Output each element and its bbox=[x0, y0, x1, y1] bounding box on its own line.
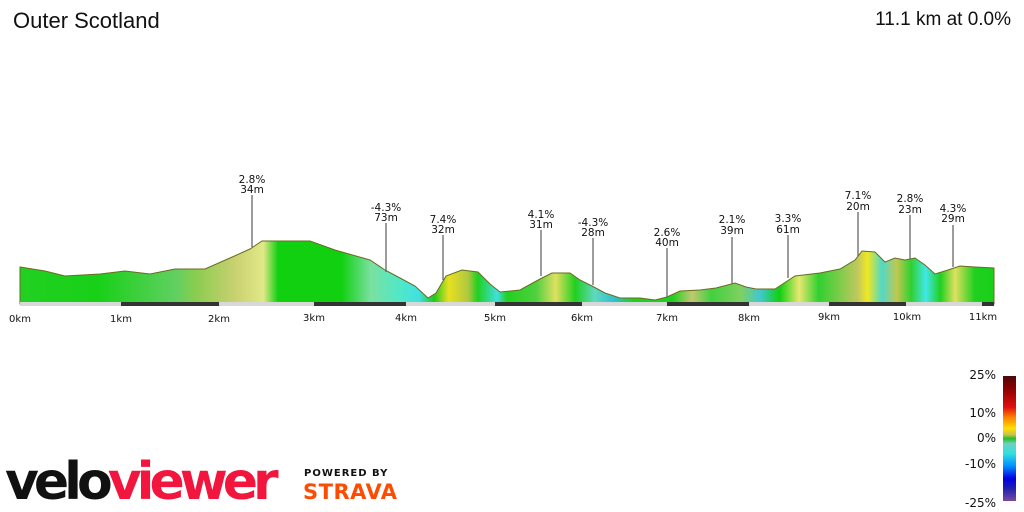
legend-label: 25% bbox=[969, 368, 996, 382]
climb-length: 40m bbox=[655, 237, 679, 249]
x-tick: 7km bbox=[656, 313, 678, 324]
x-tick: 8km bbox=[738, 313, 760, 324]
climb-length: 28m bbox=[581, 227, 605, 239]
climb-length: 32m bbox=[431, 224, 455, 236]
x-axis-ticks: 0km 1km 2km 3km 4km 5km 6km 7km 8km 9km … bbox=[9, 312, 997, 325]
x-tick: 9km bbox=[818, 312, 840, 323]
climb-length: 29m bbox=[941, 213, 965, 225]
climb-annotations bbox=[251, 195, 954, 297]
climb-gradient: 7.1% bbox=[845, 190, 872, 202]
legend-label: 0% bbox=[976, 431, 996, 445]
climb-gradient: 2.6% bbox=[654, 227, 681, 239]
x-tick: 2km bbox=[208, 314, 230, 325]
climb-gradient: -4.3% bbox=[371, 202, 401, 214]
climb-length: 39m bbox=[720, 225, 744, 237]
climb-length: 73m bbox=[374, 212, 398, 224]
elevation-profile-chart: 0km 1km 2km 3km 4km 5km 6km 7km 8km 9km … bbox=[9, 174, 997, 325]
climb-gradient: 2.8% bbox=[897, 193, 924, 205]
x-tick: 3km bbox=[303, 313, 325, 324]
strava-logo: STRAVA bbox=[303, 480, 398, 504]
climb-gradient: -4.3% bbox=[578, 217, 608, 229]
x-tick: 5km bbox=[484, 313, 506, 324]
climb-labels: 2.8% 34m -4.3% 73m 7.4% 32m 4.1% 31m -4.… bbox=[239, 174, 967, 249]
climb-gradient: 4.3% bbox=[940, 203, 967, 215]
climb-length: 61m bbox=[776, 224, 800, 236]
x-tick: 0km bbox=[9, 314, 31, 325]
climb-gradient: 2.1% bbox=[719, 214, 746, 226]
legend-label: -10% bbox=[964, 457, 996, 471]
x-tick: 1km bbox=[110, 314, 132, 325]
logo-velo: velo bbox=[5, 452, 113, 512]
x-tick: 10km bbox=[893, 312, 921, 323]
legend-label: 10% bbox=[969, 406, 996, 420]
x-tick: 11km bbox=[969, 312, 997, 323]
route-title: Outer Scotland bbox=[13, 8, 160, 33]
veloviewer-logo: veloviewer bbox=[5, 452, 279, 512]
legend-label: -25% bbox=[964, 496, 996, 510]
climb-length: 20m bbox=[846, 201, 870, 213]
climb-gradient: 4.1% bbox=[528, 209, 555, 221]
route-summary: 11.1 km at 0.0% bbox=[875, 9, 1011, 30]
climb-length: 34m bbox=[240, 184, 264, 196]
distance-scale-bar bbox=[20, 302, 994, 306]
climb-length: 31m bbox=[529, 219, 553, 231]
x-tick: 4km bbox=[395, 313, 417, 324]
x-tick: 6km bbox=[571, 313, 593, 324]
elevation-area bbox=[19, 240, 995, 305]
powered-by-label: POWERED BY bbox=[304, 468, 389, 479]
climb-gradient: 3.3% bbox=[775, 213, 802, 225]
climb-gradient: 2.8% bbox=[239, 174, 266, 186]
climb-gradient: 7.4% bbox=[430, 214, 457, 226]
logo-viewer: viewer bbox=[107, 452, 279, 512]
climb-length: 23m bbox=[898, 204, 922, 216]
gradient-colorbar bbox=[1003, 376, 1016, 501]
